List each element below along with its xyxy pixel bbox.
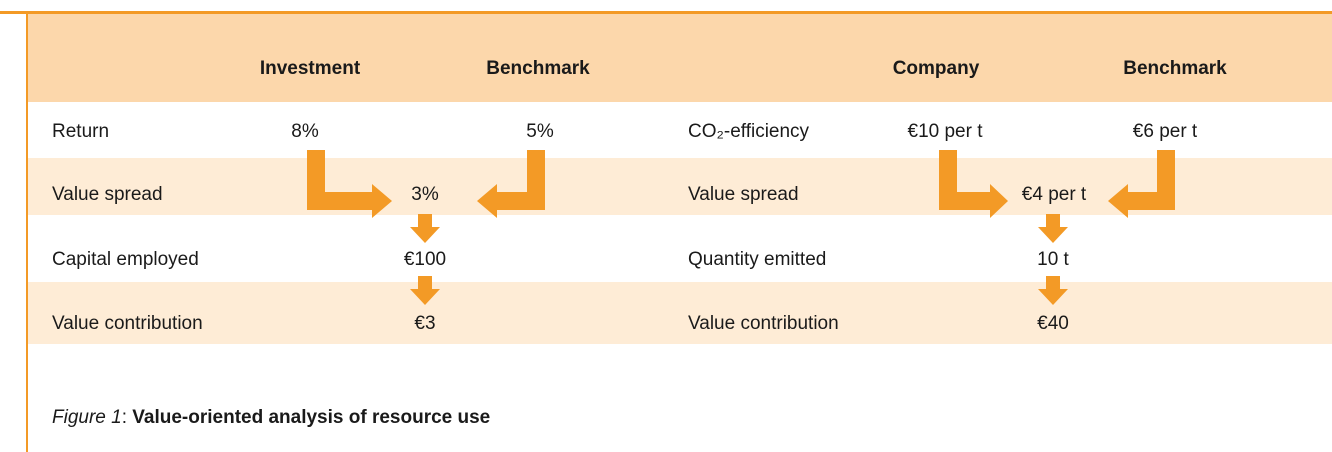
cell: €6 per t	[1132, 121, 1198, 142]
arrow	[477, 150, 545, 218]
caption-label: Figure 1	[52, 407, 122, 428]
cell: 3%	[411, 184, 439, 205]
cell: €3	[414, 313, 436, 334]
caption-separator: :	[121, 407, 127, 428]
cell: €10 per t	[907, 121, 983, 142]
cell: €4 per t	[1021, 184, 1087, 205]
header: Investment	[259, 58, 361, 79]
row-label: Return	[52, 121, 110, 142]
cell: 10 t	[1037, 249, 1069, 270]
arrow	[307, 150, 392, 218]
caption: Figure 1: Value-oriented analysis of res…	[52, 406, 490, 430]
row-label: Value contribution	[52, 313, 203, 334]
cell: 8%	[291, 121, 319, 142]
left-border	[26, 11, 28, 452]
row-label: Capital employed	[52, 249, 199, 270]
arrow	[1038, 276, 1068, 305]
row-label: Value contribution	[688, 313, 839, 334]
row-label: Value spread	[688, 184, 799, 205]
row-label: CO₂-efficiency	[688, 121, 810, 142]
arrow	[1038, 214, 1068, 243]
top-border	[0, 11, 1332, 14]
arrow	[1108, 150, 1175, 218]
caption-text: Value-oriented analysis of resource use	[132, 407, 491, 428]
header-band	[28, 14, 1332, 102]
cell: €100	[403, 249, 447, 270]
row-label: Value spread	[52, 184, 163, 205]
header: Benchmark	[486, 58, 590, 79]
row-band	[28, 282, 1332, 344]
cell: 5%	[526, 121, 554, 142]
header: Benchmark	[1123, 58, 1227, 79]
arrow	[410, 276, 440, 305]
header: Company	[892, 58, 980, 79]
arrow	[410, 214, 440, 243]
cell: €40	[1037, 313, 1069, 334]
row-label: Quantity emitted	[688, 249, 827, 270]
arrow	[939, 150, 1008, 218]
